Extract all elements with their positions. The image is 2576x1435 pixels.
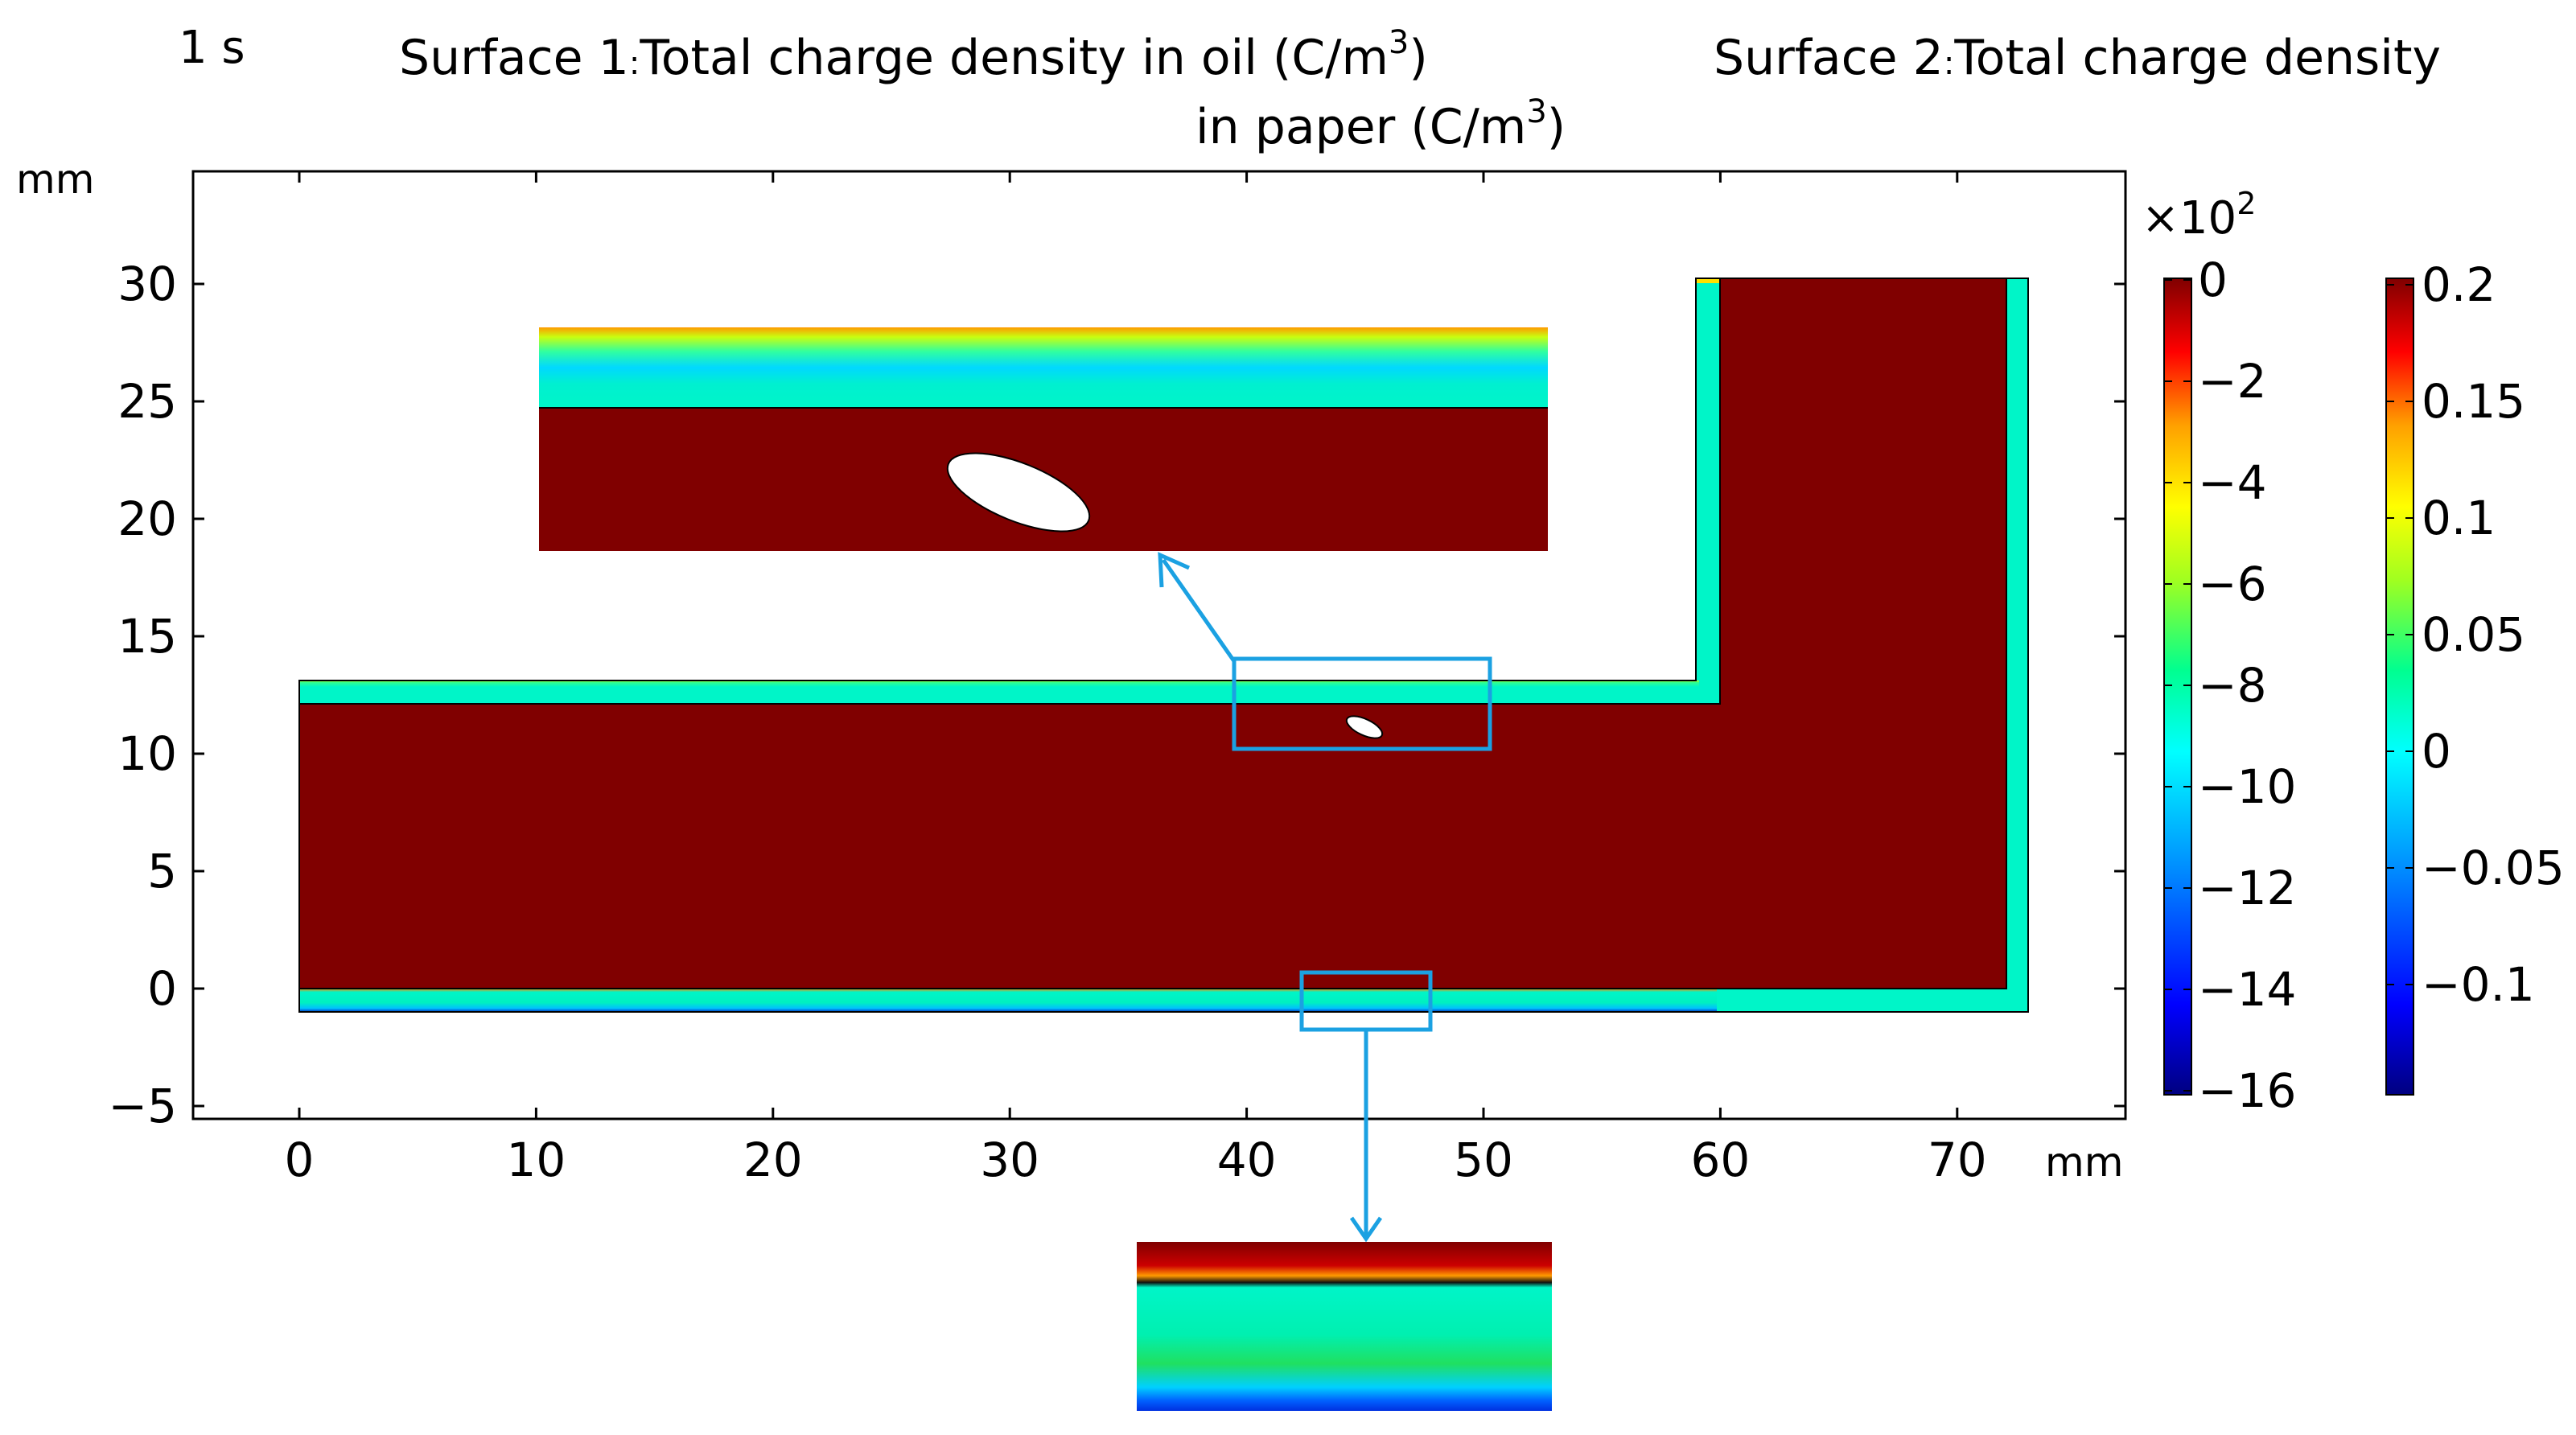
x-tick-label: 10 xyxy=(506,1133,566,1187)
paper-bottom-gradient xyxy=(299,989,1717,1012)
title-separator: : xyxy=(629,45,640,82)
colorbar-tick-label: −8 xyxy=(2198,658,2267,713)
title-oil-superscript: 3 xyxy=(1389,24,1409,61)
y-tick-label: 25 xyxy=(117,374,177,429)
plot-frame xyxy=(191,170,2127,1120)
x-tick-label: 50 xyxy=(1454,1133,1513,1187)
x-tick-label: 20 xyxy=(743,1133,803,1187)
colorbar-tick-label: −0.1 xyxy=(2422,957,2535,1012)
colorbar-paper-ticks: 0.2 0.15 0.1 0.05 0 −0.05 −0.1 xyxy=(2386,257,2565,1012)
colorbar-oil: ×102 0 −2 −4 −6 −8 −10 −12 −14 −16 xyxy=(2142,186,2296,1118)
y-tick-label: 20 xyxy=(117,491,177,546)
colorbar-tick-label: 0 xyxy=(2422,724,2451,779)
title-right: Surface 2:Total charge density xyxy=(1714,30,2441,86)
colorbar-paper: 0.2 0.15 0.1 0.05 0 −0.05 −0.1 xyxy=(2385,257,2565,1096)
arrow-to-lower-inset xyxy=(1349,1030,1383,1243)
paper-arm-top-gradient xyxy=(1696,278,1720,283)
colorbar-tick-label: −0.05 xyxy=(2422,841,2565,895)
lower-inset-strip xyxy=(1137,1242,1552,1411)
y-axis-ticks: 30 25 20 15 10 5 0 −5 xyxy=(109,257,2125,1133)
colorbar-oil-multiplier-base: ×10 xyxy=(2142,192,2237,245)
geometry xyxy=(298,278,2029,1013)
y-tick-label: 0 xyxy=(147,961,177,1016)
title-separator-2: : xyxy=(1944,45,1954,82)
title-line-1: Surface 1:Total charge density in oil (C… xyxy=(399,24,1428,86)
title-paper-text-head: Total charge density xyxy=(1953,30,2441,86)
colorbar-tick-label: −2 xyxy=(2198,354,2267,409)
domain-outline xyxy=(298,278,2029,1013)
void-ellipse xyxy=(1345,715,1384,739)
title-paper-text: in paper (C/m xyxy=(1195,99,1526,155)
colorbar-tick-label: 0.1 xyxy=(2422,491,2496,545)
title-surface1-prefix: Surface 1 xyxy=(399,30,629,86)
upper-inset xyxy=(539,327,1548,551)
colorbar-tick-label: 0.15 xyxy=(2422,374,2525,429)
y-tick-label: 5 xyxy=(147,844,177,898)
colorbar-tick-label: 0.2 xyxy=(2422,257,2496,312)
upper-inset-void xyxy=(946,452,1091,532)
y-tick-label: 30 xyxy=(117,257,177,311)
colorbar-oil-multiplier: ×102 xyxy=(2142,186,2256,245)
colorbar-tick-label: −4 xyxy=(2198,455,2267,510)
colorbar-oil-ticks: 0 −2 −4 −6 −8 −10 −12 −14 −16 xyxy=(2164,253,2296,1118)
title-surface2-prefix: Surface 2 xyxy=(1714,30,1944,86)
oil-vertical xyxy=(1720,278,2006,989)
colorbar-tick-label: 0.05 xyxy=(2422,607,2525,662)
colorbar-oil-multiplier-exp: 2 xyxy=(2237,186,2256,221)
oil-horizontal xyxy=(299,704,1720,989)
x-tick-label: 70 xyxy=(1928,1133,1987,1187)
y-tick-label: 15 xyxy=(117,609,177,664)
paper-top-gradient xyxy=(299,680,1699,687)
lower-inset xyxy=(1137,1242,1552,1411)
title-oil-close: ) xyxy=(1409,30,1427,86)
time-label: 1 s xyxy=(179,22,245,74)
oil-outline xyxy=(299,278,2007,989)
x-tick-label: 60 xyxy=(1690,1133,1750,1187)
x-tick-label: 0 xyxy=(285,1133,315,1187)
x-axis-ticks: 0 10 20 30 40 50 60 70 xyxy=(285,171,1987,1187)
y-tick-label: 10 xyxy=(117,726,177,781)
title-oil-text: Total charge density in oil (C/m xyxy=(639,30,1389,86)
title-paper-superscript: 3 xyxy=(1526,93,1546,130)
upper-inset-paper xyxy=(539,327,1548,408)
title-line-2: in paper (C/m3) xyxy=(1195,93,1566,155)
y-axis-unit-label: mm xyxy=(16,156,94,203)
colorbar-tick-label: −16 xyxy=(2198,1063,2296,1118)
colorbar-tick-label: −10 xyxy=(2198,759,2296,814)
colorbar-tick-label: −12 xyxy=(2198,861,2296,915)
zoom-box-upper xyxy=(1232,656,1492,751)
x-tick-label: 30 xyxy=(980,1133,1039,1187)
colorbar-tick-label: 0 xyxy=(2198,253,2228,307)
arrow-to-upper-inset xyxy=(1158,552,1237,663)
title-paper-close: ) xyxy=(1547,99,1566,155)
x-tick-label: 40 xyxy=(1217,1133,1277,1187)
colorbar-paper-gradient xyxy=(2385,278,2414,1096)
colorbar-oil-gradient xyxy=(2163,278,2192,1096)
y-tick-label: −5 xyxy=(109,1079,178,1133)
colorbar-tick-label: −14 xyxy=(2198,962,2296,1017)
colorbar-tick-label: −6 xyxy=(2198,557,2267,611)
x-axis-unit-label: mm xyxy=(2045,1139,2123,1186)
